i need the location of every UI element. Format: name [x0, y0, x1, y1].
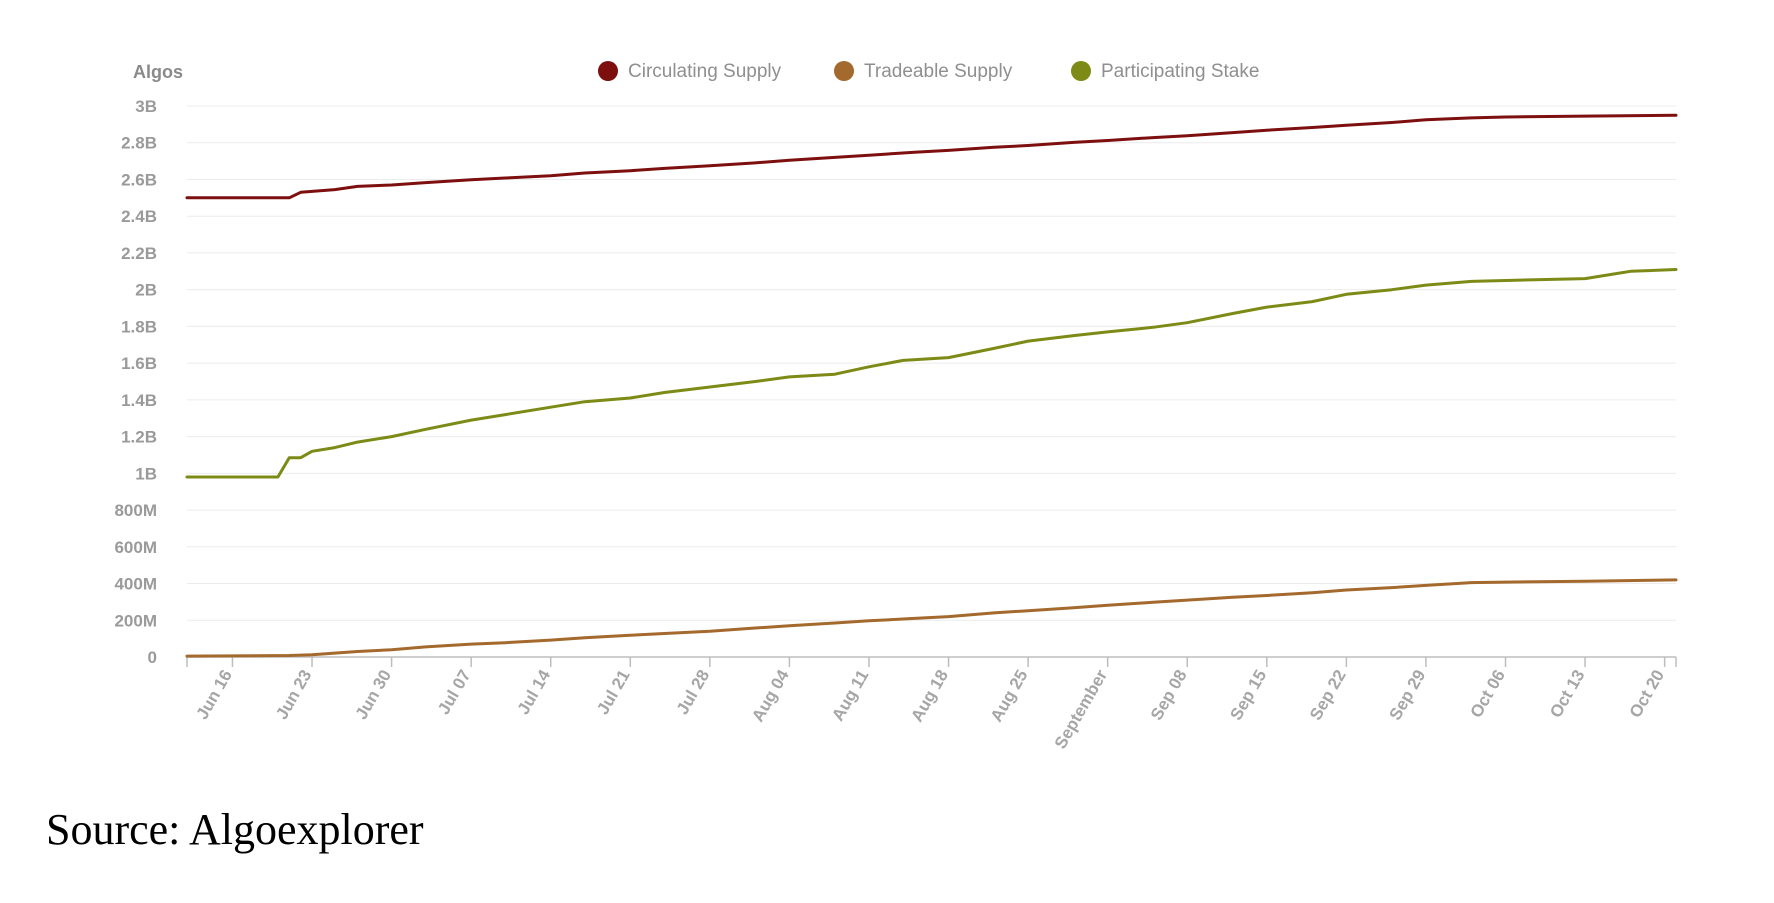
y-tick-label: 1.4B [121, 391, 157, 410]
x-tick-label: September [1051, 666, 1112, 752]
x-tick-label: Oct 06 [1467, 667, 1509, 722]
y-tick-label: 1.6B [121, 354, 157, 373]
y-tick-label: 600M [114, 538, 157, 557]
legend-item-tradeable-supply[interactable]: Tradeable Supply [834, 61, 1013, 82]
y-tick-label: 1.2B [121, 428, 157, 447]
y-tick-label: 200M [114, 611, 157, 630]
x-tick-label: Jul 21 [593, 667, 634, 718]
y-axis-title: Algos [133, 62, 183, 82]
axis-layer: 0 200M 400M 600M 800M 1B 1.2B 1.4B 1.6B 1.8B 2B 2.2… [114, 97, 1677, 752]
x-tick-label: Jul 28 [673, 667, 714, 718]
legend-label: Circulating Supply [628, 61, 782, 82]
y-tick-label: 3B [135, 97, 157, 116]
y-tick-label: 1.8B [121, 317, 157, 336]
x-tick-label: Oct 20 [1626, 667, 1668, 722]
x-tick-label: Aug 18 [907, 667, 952, 726]
y-tick-label: 2.2B [121, 244, 157, 263]
x-tick-label: Sep 15 [1226, 667, 1270, 724]
series-line-tradeable-supply [185, 578, 1678, 658]
y-tick-label: 800M [114, 501, 157, 520]
y-tick-label: 2B [135, 281, 157, 300]
legend-label: Participating Stake [1101, 61, 1259, 82]
x-tick-label: Jun 30 [352, 667, 395, 723]
x-tick-label: Sep 22 [1306, 667, 1350, 724]
x-tick-label: Sep 08 [1147, 667, 1191, 724]
legend-item-circulating-supply[interactable]: Circulating Supply [598, 61, 782, 82]
x-tick-label: Jul 07 [434, 667, 475, 718]
y-tick-label: 0 [148, 648, 157, 667]
grid-layer [187, 105, 1676, 621]
x-tick-label: Aug 04 [748, 666, 793, 725]
legend-marker [598, 61, 618, 81]
y-tick-label: 400M [114, 575, 157, 594]
x-tick-label: Aug 25 [987, 667, 1032, 726]
y-tick-label: 2.8B [121, 134, 157, 153]
source-note: Source: Algoexplorer [46, 805, 424, 854]
x-tick-label: Sep 29 [1386, 667, 1430, 724]
legend-marker [834, 61, 854, 81]
series-line-circulating-supply [185, 113, 1678, 200]
series-layer [185, 113, 1678, 658]
y-tick-label: 2.6B [121, 170, 157, 189]
x-tick-label: Oct 13 [1546, 667, 1588, 722]
x-tick-label: Aug 11 [828, 667, 872, 725]
x-tick-label: Jun 16 [193, 667, 236, 723]
legend-label: Tradeable Supply [864, 61, 1013, 82]
x-tick-label: Jun 23 [272, 667, 315, 723]
legend: Circulating Supply Tradeable Supply Partic… [598, 61, 1259, 82]
legend-marker [1071, 61, 1091, 81]
y-tick-label: 2.4B [121, 207, 157, 226]
x-tick-label: Jul 14 [514, 666, 555, 718]
y-tick-label: 1B [135, 464, 157, 483]
legend-item-participating-stake[interactable]: Participating Stake [1071, 61, 1259, 82]
series-line-participating-stake [185, 268, 1678, 479]
